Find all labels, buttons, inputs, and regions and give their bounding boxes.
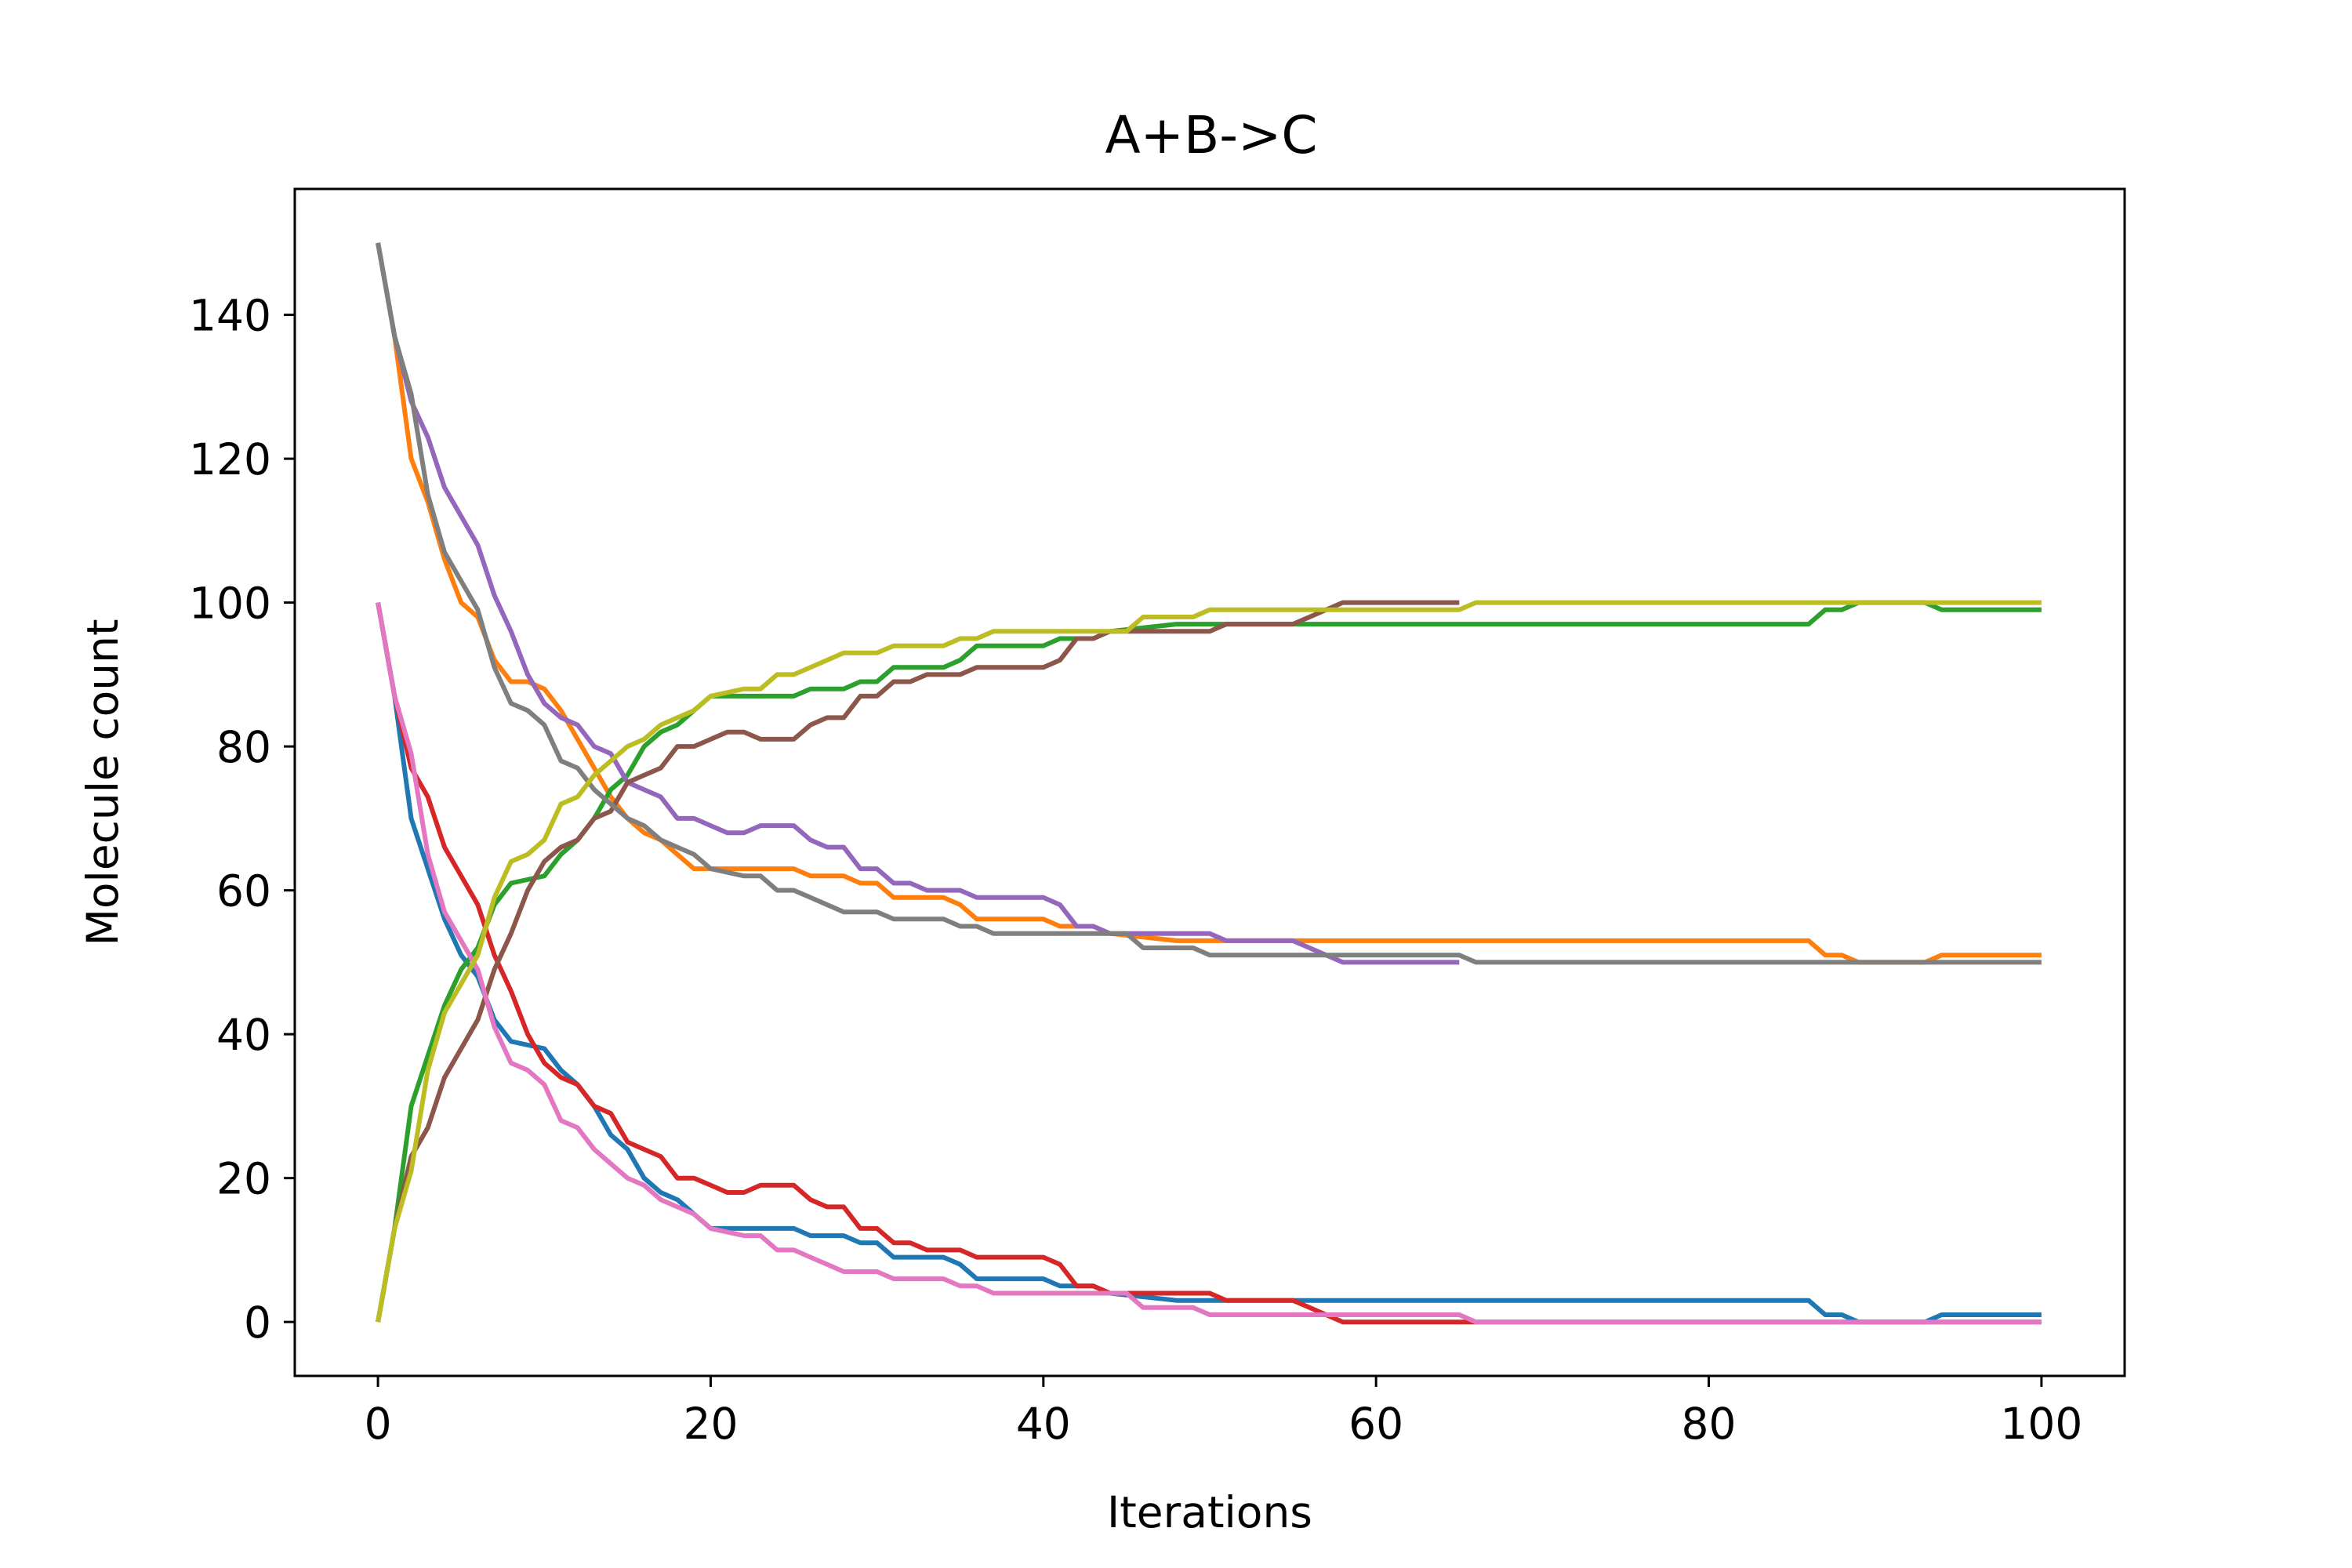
y-tick-label-1: 20	[216, 1154, 271, 1204]
x-tick-label-2: 40	[1016, 1399, 1071, 1449]
y-tick-label-3: 60	[216, 866, 271, 916]
x-axis-title: Iterations	[1107, 1487, 1312, 1537]
chart-title: A+B->C	[1105, 105, 1318, 165]
x-tick-label-0: 0	[365, 1399, 392, 1449]
series-line-9	[376, 600, 2042, 1323]
series-line-5	[376, 242, 1460, 965]
series-layer	[376, 242, 2042, 1325]
x-tick-label-5: 100	[2000, 1399, 2082, 1449]
x-tick-label-1: 20	[683, 1399, 738, 1449]
y-tick-label-4: 80	[216, 722, 271, 772]
y-tick-label-0: 0	[244, 1298, 271, 1348]
series-line-8	[376, 242, 2042, 965]
x-tick-label-3: 60	[1348, 1399, 1403, 1449]
x-tick-label-4: 80	[1682, 1399, 1737, 1449]
series-line-7	[376, 602, 2042, 1325]
plot-frame	[293, 187, 2126, 1377]
y-tick-label-2: 40	[216, 1010, 271, 1060]
series-line-6	[376, 600, 1460, 1323]
axes-layer: 0 20 40 60 80 100 0 20 40 60 80 100 120 140	[189, 291, 2082, 1449]
y-tick-label-5: 100	[189, 579, 271, 629]
y-tick-label-6: 120	[189, 434, 271, 485]
y-axis-title: Molecule count	[78, 619, 128, 946]
y-tick-label-7: 140	[189, 291, 271, 341]
